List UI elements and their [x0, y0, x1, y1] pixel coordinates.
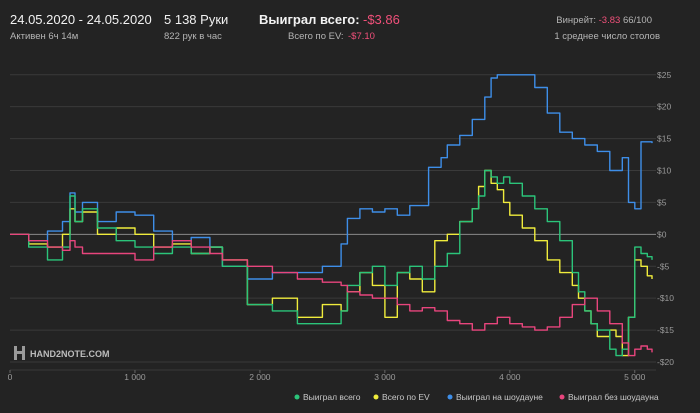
legend-label: Выиграл всего [303, 392, 361, 402]
legend-item-won_total[interactable]: Выиграл всего [294, 392, 361, 402]
y-axis-labels: $25 $20 $15 $10 $5 $0 -$5 -$10 -$15 -$20 [657, 70, 674, 367]
x-tick-label: 1 000 [124, 372, 146, 382]
x-axis-ticks [9, 370, 636, 373]
won-total-label: Выиграл всего: [259, 12, 360, 27]
ev-total-value: -$7.10 [348, 31, 375, 42]
legend-item-showdown[interactable]: Выиграл на шоудауне [447, 392, 544, 402]
stats-header: 24.05.2020 - 24.05.2020 Активен 6ч 14м 5… [0, 0, 700, 48]
winrate: Винрейт: -3.83 66/100 [556, 15, 652, 26]
series-lines [10, 74, 653, 357]
legend-dot [373, 394, 379, 400]
logo-mark-bar [14, 351, 25, 354]
ev-total-label: Всего по EV: [288, 31, 344, 42]
y-tick-label: -$10 [657, 293, 674, 303]
logo-text: HAND2NOTE.COM [30, 349, 110, 359]
y-tick-label: $10 [657, 166, 671, 176]
legend-label: Выиграл на шоудауне [456, 392, 543, 402]
x-tick-label: 4 000 [499, 372, 521, 382]
x-tick-label: 2 000 [249, 372, 271, 382]
x-tick-label: 5 000 [624, 372, 646, 382]
y-tick-label: $25 [657, 70, 671, 80]
legend-dot [559, 394, 565, 400]
legend-dot [447, 394, 453, 400]
hands-count: 5 138 Руки [164, 12, 229, 27]
legend-item-ev_total[interactable]: Всего по EV [373, 392, 431, 402]
y-tick-label: -$15 [657, 325, 674, 335]
x-axis-labels: 0 1 000 2 000 3 000 4 000 5 000 [8, 372, 646, 382]
hands-per-hour: 822 рук в час [164, 31, 222, 42]
y-tick-label: -$5 [657, 261, 670, 271]
profit-chart: $25 $20 $15 $10 $5 $0 -$5 -$10 -$15 -$20 0 1 000 2 … [8, 70, 675, 402]
legend-label: Всего по EV [382, 392, 430, 402]
x-tick-label: 0 [8, 372, 13, 382]
legend-label: Выиграл без шоудауна [568, 392, 659, 402]
y-tick-label: $20 [657, 102, 671, 112]
series-line-showdown [10, 74, 653, 280]
winrate-suffix: 66/100 [622, 15, 652, 26]
series-line-non_showdown [10, 233, 653, 357]
y-tick-label: $5 [657, 197, 667, 207]
average-tables: 1 среднее число столов [554, 31, 660, 42]
chart-legend: Выиграл всего Всего по EV Выиграл на шоуда… [294, 392, 659, 402]
won-total-value: -$3.86 [363, 12, 400, 27]
y-tick-label: $15 [657, 134, 671, 144]
y-tick-label: -$20 [657, 357, 674, 367]
legend-item-non_showdown[interactable]: Выиграл без шоудауна [559, 392, 659, 402]
y-tick-label: $0 [657, 229, 667, 239]
winrate-label: Винрейт: [556, 15, 596, 26]
series-line-ev_total [10, 169, 653, 357]
date-range: 24.05.2020 - 24.05.2020 [10, 12, 152, 27]
legend-dot [294, 394, 300, 400]
x-tick-label: 3 000 [374, 372, 396, 382]
series-line-won_total [10, 169, 653, 357]
winrate-value: -3.83 [598, 15, 621, 26]
brand-logo: HAND2NOTE.COM [14, 346, 110, 360]
active-time: Активен 6ч 14м [10, 31, 79, 42]
